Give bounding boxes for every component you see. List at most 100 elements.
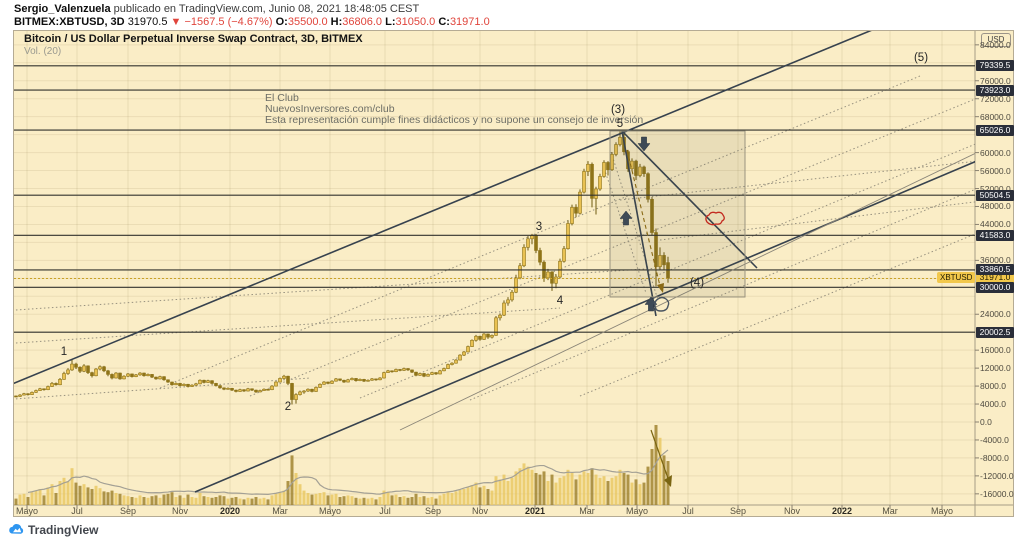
price-tick-label[interactable]: 16000.0 xyxy=(980,345,1011,356)
low-value: 31050.0 xyxy=(395,16,436,28)
dashed-projection-line[interactable] xyxy=(626,149,662,291)
range-box[interactable] xyxy=(609,130,746,298)
time-axis-label[interactable]: Jul xyxy=(379,506,391,516)
time-axis-label[interactable]: Sep xyxy=(119,506,137,516)
price-tick-label[interactable]: 68000.0 xyxy=(980,111,1011,122)
wave-label[interactable]: 3 xyxy=(535,221,543,233)
wave-label[interactable]: 2 xyxy=(284,401,292,413)
plot-area[interactable] xyxy=(0,28,1024,505)
price-tick-label[interactable]: -12000.0 xyxy=(980,470,1014,481)
chart-title: Bitcoin / US Dollar Perpetual Inverse Sw… xyxy=(24,33,363,45)
price-tick-label[interactable]: 76000.0 xyxy=(980,75,1011,86)
watermark-line-1: El Club xyxy=(265,92,299,104)
dotted-channel-line[interactable] xyxy=(610,151,659,301)
time-axis-label[interactable]: Mar xyxy=(579,506,595,516)
byline: Sergio_Valenzuela publicado en TradingVi… xyxy=(14,3,419,15)
tradingview-logo-icon[interactable] xyxy=(8,521,26,537)
red-scribble-shape[interactable] xyxy=(705,211,725,226)
time-axis-label[interactable]: Mayo xyxy=(318,506,342,516)
trend-line[interactable] xyxy=(622,131,758,269)
up-arrow-marker[interactable] xyxy=(619,210,633,226)
symbol-price-tag: XBTUSD xyxy=(937,272,976,283)
wave-label[interactable]: 1 xyxy=(60,346,68,358)
change-value: −1567.5 (−4.67%) xyxy=(184,16,273,28)
close-label: C: xyxy=(438,16,450,28)
down-arrow-marker[interactable] xyxy=(637,136,651,152)
price-tick-label[interactable]: 44000.0 xyxy=(980,219,1011,230)
price-line-label: 73923.0 xyxy=(976,84,1014,96)
price-tick-label[interactable]: 8000.0 xyxy=(980,381,1006,392)
time-axis-label[interactable]: Mayo xyxy=(15,506,39,516)
volume-indicator-label[interactable]: Vol. (20) xyxy=(24,46,62,57)
dotted-channel-line[interactable] xyxy=(602,164,647,294)
time-axis-label[interactable]: Nov xyxy=(471,506,489,516)
time-axis-label[interactable]: Mar xyxy=(882,506,898,516)
volume-ma-line xyxy=(27,449,669,495)
open-label: O: xyxy=(275,16,288,28)
axis-unit-badge[interactable]: USD xyxy=(981,33,1011,47)
author-name: Sergio_Valenzuela xyxy=(14,3,111,15)
time-axis-label[interactable]: 2020 xyxy=(219,506,241,516)
time-axis-label[interactable]: Mayo xyxy=(625,506,649,516)
watermark-line-3: Esta representación cumple fines didácti… xyxy=(265,114,644,126)
time-axis-label[interactable]: Sep xyxy=(424,506,442,516)
byline-text: publicado en TradingView.com, Junio 08, … xyxy=(110,3,420,15)
price-tick-label[interactable]: 72000.0 xyxy=(980,93,1011,104)
time-axis-label[interactable]: Nov xyxy=(783,506,801,516)
price-tick-label[interactable]: 52000.0 xyxy=(980,183,1011,194)
price-tick-label[interactable]: 56000.0 xyxy=(980,165,1011,176)
price-tick-label[interactable]: 0.0 xyxy=(980,417,992,427)
price-line-label: 79339.5 xyxy=(976,60,1014,72)
price-tick-label[interactable]: 4000.0 xyxy=(980,399,1006,410)
dotted-channel-line[interactable] xyxy=(659,196,1024,241)
price-tick-label[interactable]: -16000.0 xyxy=(980,488,1014,499)
trend-line[interactable] xyxy=(194,141,1024,493)
wave-label[interactable]: (5) xyxy=(913,52,929,64)
time-axis-label[interactable]: Sep xyxy=(729,506,747,516)
time-axis-label[interactable]: Mayo xyxy=(930,506,954,516)
price-line-label: 30000.0 xyxy=(976,281,1014,293)
price-tick-label[interactable]: 12000.0 xyxy=(980,363,1011,374)
wave-label[interactable]: 5 xyxy=(616,118,624,130)
symbol-ohlc-row: BITMEX:XBTUSD, 3D 31970.5 ▼ −1567.5 (−4.… xyxy=(14,16,490,28)
dotted-channel-line[interactable] xyxy=(0,307,561,344)
watermark-line-2: NuevosInversores.com/club xyxy=(265,103,395,115)
wave-label[interactable]: (4) xyxy=(689,277,705,289)
volume-arrow[interactable] xyxy=(650,429,671,485)
close-value: 31971.0 xyxy=(449,16,490,28)
dotted-channel-line[interactable] xyxy=(469,169,1024,401)
wave-label[interactable]: (3) xyxy=(610,104,626,116)
symbol-name: BITMEX:XBTUSD, 3D xyxy=(14,16,125,28)
dotted-channel-line[interactable] xyxy=(249,79,1024,397)
price-tick-label[interactable]: -4000.0 xyxy=(980,434,1009,445)
low-label: L: xyxy=(385,16,396,28)
up-arrow-marker[interactable] xyxy=(644,296,658,312)
volume-pane xyxy=(14,425,670,505)
time-axis-label[interactable]: 2022 xyxy=(831,506,853,516)
outline-blob-shape[interactable] xyxy=(654,296,670,312)
price-tick-label[interactable]: 84000.0 xyxy=(980,39,1011,50)
time-axis-label[interactable]: Mar xyxy=(272,506,288,516)
trend-line[interactable] xyxy=(621,130,657,317)
time-axis-label[interactable]: Jul xyxy=(682,506,694,516)
direction-arrow-icon: ▼ xyxy=(170,16,182,28)
time-axis-label[interactable]: Jul xyxy=(71,506,83,516)
current-price-value: 31971.0 xyxy=(979,272,1011,282)
wave-label[interactable]: 4 xyxy=(556,295,564,307)
time-axis-label[interactable]: 2021 xyxy=(524,506,546,516)
dotted-channel-line[interactable] xyxy=(159,75,921,389)
price-tick-label[interactable]: 48000.0 xyxy=(980,201,1011,212)
price-tick-label[interactable]: -8000.0 xyxy=(980,452,1009,463)
price-tick-label[interactable]: 36000.0 xyxy=(980,255,1011,266)
open-value: 35500.0 xyxy=(287,16,328,28)
price-line-label: 41583.0 xyxy=(976,229,1014,241)
trend-line[interactable] xyxy=(0,28,877,389)
price-line-label: 33860.5 xyxy=(976,264,1014,276)
trend-line[interactable] xyxy=(399,130,1024,431)
price-tick-label[interactable]: 24000.0 xyxy=(980,309,1011,320)
tradingview-logo-text[interactable]: TradingView xyxy=(28,523,99,537)
time-axis-label[interactable]: Nov xyxy=(171,506,189,516)
price-tick-label[interactable]: 60000.0 xyxy=(980,147,1011,158)
